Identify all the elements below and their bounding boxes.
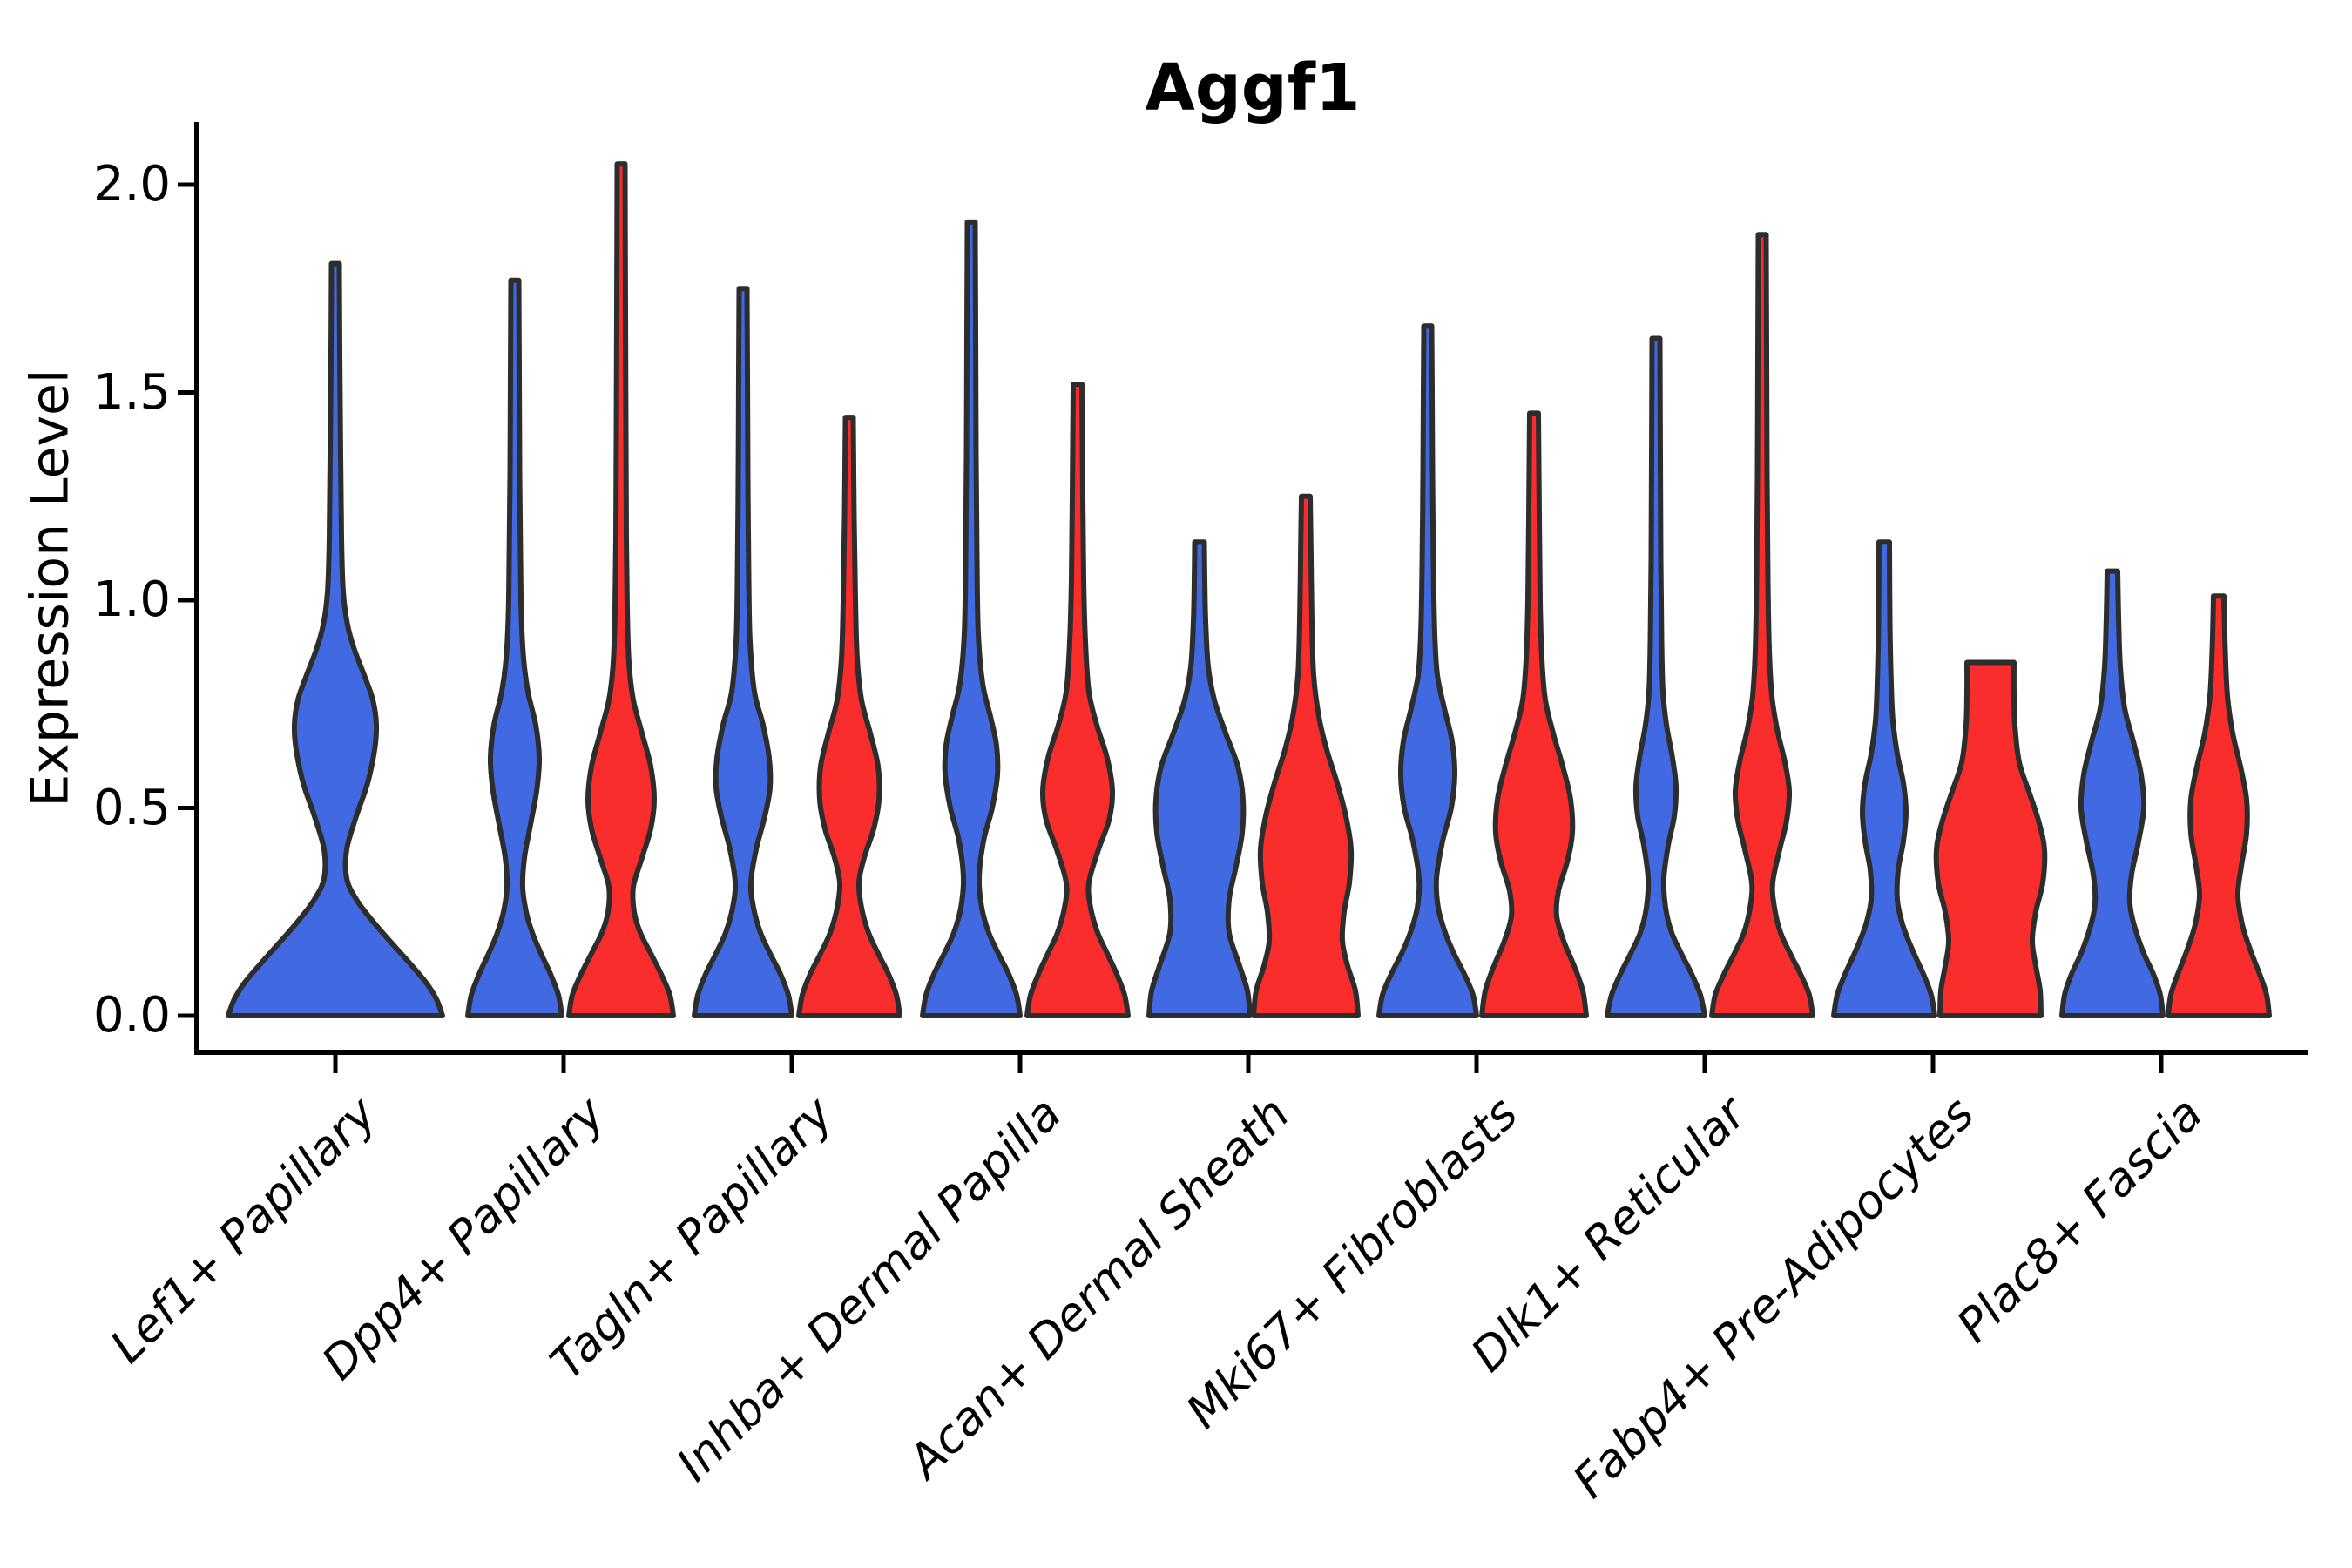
violin-blue-7 (1831, 539, 1937, 1018)
violin-red-2 (796, 415, 902, 1018)
violin-blue-0 (226, 260, 445, 1018)
violin-blue-5 (1376, 323, 1479, 1018)
violin-blue-2 (692, 286, 794, 1018)
violin-red-7 (1933, 659, 2048, 1018)
violin-red-1 (566, 161, 676, 1018)
violin-blue-3 (920, 219, 1023, 1018)
violin-red-8 (2166, 593, 2272, 1018)
y-tick-label: 0.0 (92, 987, 171, 1044)
violin-blue-1 (465, 277, 564, 1018)
violin-red-5 (1479, 410, 1589, 1018)
y-tick-label: 2.0 (92, 156, 171, 213)
y-tick-label: 1.0 (92, 571, 171, 628)
chart-title: Aggf1 (1145, 51, 1361, 125)
violin-red-3 (1024, 381, 1131, 1018)
violin-red-6 (1709, 232, 1815, 1018)
violin-blue-8 (2059, 568, 2166, 1018)
y-tick-label: 1.5 (92, 363, 171, 421)
violin-red-4 (1251, 493, 1361, 1018)
violin-blue-6 (1605, 335, 1707, 1018)
violin-blue-4 (1146, 539, 1253, 1018)
y-tick-label: 0.5 (92, 779, 171, 836)
